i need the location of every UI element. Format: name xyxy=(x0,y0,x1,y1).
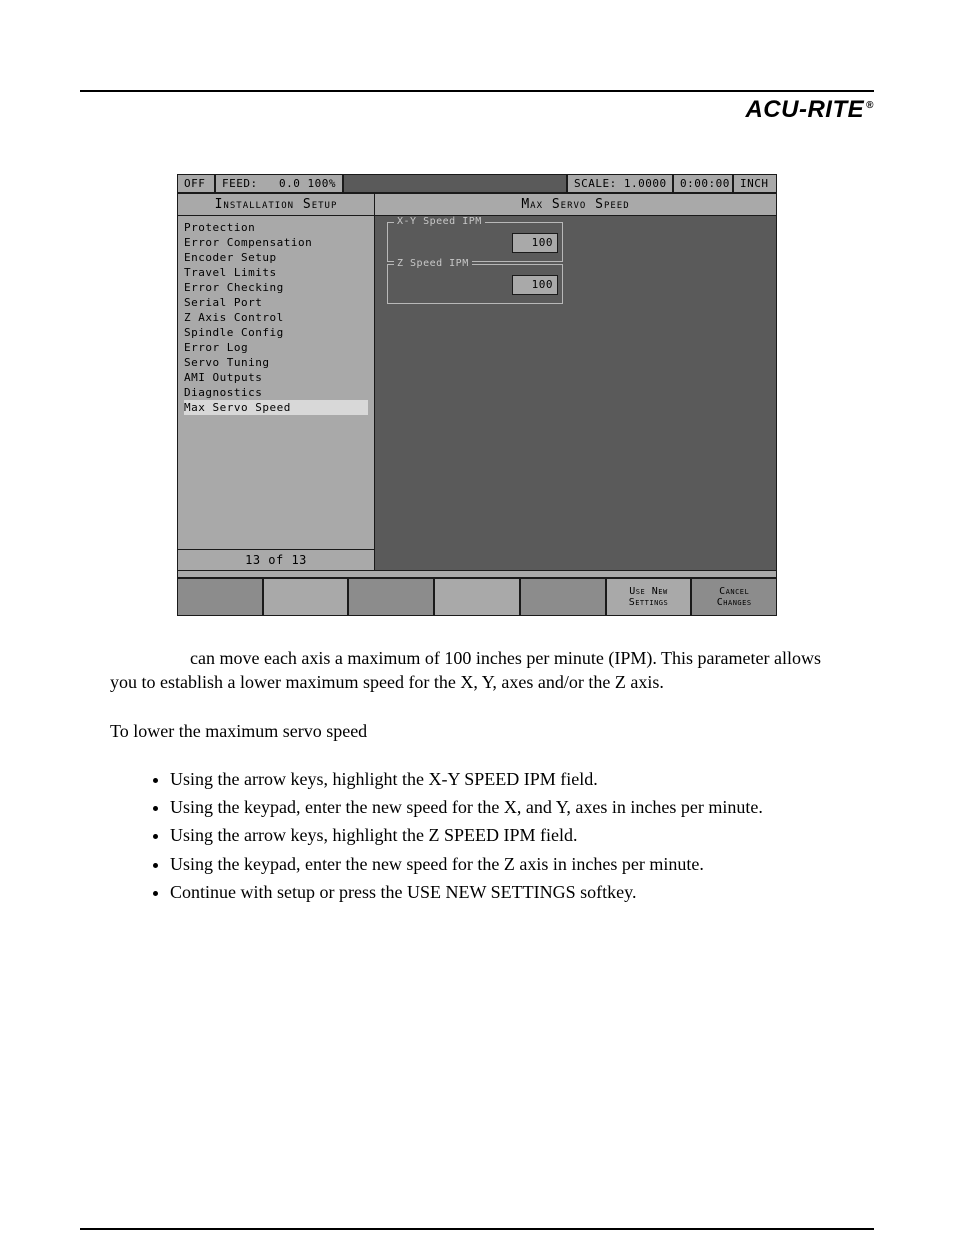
softkey-use-new-settings[interactable]: Use New Settings xyxy=(606,578,692,616)
instruction-item: Using the arrow keys, highlight the X-Y … xyxy=(170,767,844,791)
menu-list-title: Installation Setup xyxy=(178,194,374,216)
softkey-bar: Use New Settings Cancel Changes xyxy=(177,578,777,616)
menu-item[interactable]: Z Axis Control xyxy=(184,310,368,325)
instruction-item: Continue with setup or press the USE NEW… xyxy=(170,880,844,904)
status-feed: FEED: 0.0 100% xyxy=(215,174,343,193)
status-unit: INCH xyxy=(733,174,777,193)
instruction-item: Using the keypad, enter the new speed fo… xyxy=(170,795,844,819)
feed-label: FEED: xyxy=(222,177,258,190)
menu-item[interactable]: AMI Outputs xyxy=(184,370,368,385)
field-z-speed-value[interactable]: 100 xyxy=(512,275,558,295)
menu-item[interactable]: Spindle Config xyxy=(184,325,368,340)
menu-item[interactable]: Diagnostics xyxy=(184,385,368,400)
body-text: can move each axis a maximum of 100 inch… xyxy=(110,646,844,904)
softkey-2[interactable] xyxy=(263,578,349,616)
menu-list-body: ProtectionError CompensationEncoder Setu… xyxy=(178,216,374,549)
brand-logo: ACU-RITE® xyxy=(80,96,874,124)
status-gap xyxy=(343,174,567,193)
field-z-speed[interactable]: Z Speed IPM 100 xyxy=(387,264,563,304)
form-title: Max Servo Speed xyxy=(375,194,776,216)
softkey-4[interactable] xyxy=(434,578,520,616)
status-time: 0:00:00 xyxy=(673,174,733,193)
softkey-cancel-changes[interactable]: Cancel Changes xyxy=(691,578,777,616)
field-xy-speed-label: X-Y Speed IPM xyxy=(394,216,485,227)
paragraph-1: can move each axis a maximum of 100 inch… xyxy=(110,646,844,695)
menu-item[interactable]: Error Compensation xyxy=(184,235,368,250)
menu-item[interactable]: Error Log xyxy=(184,340,368,355)
cnc-screenshot: OFF FEED: 0.0 100% SCALE: 1.0000 0:00:00… xyxy=(177,174,777,616)
instruction-item: Using the arrow keys, highlight the Z SP… xyxy=(170,823,844,847)
brand-regmark: ® xyxy=(866,100,874,111)
menu-item[interactable]: Serial Port xyxy=(184,295,368,310)
brand-text: ACU-RITE xyxy=(745,96,864,123)
menu-item[interactable]: Protection xyxy=(184,220,368,235)
field-z-speed-label: Z Speed IPM xyxy=(394,258,472,269)
form-panel: Max Servo Speed X-Y Speed IPM 100 Z Spee… xyxy=(375,193,777,571)
status-off: OFF xyxy=(177,174,215,193)
menu-item[interactable]: Encoder Setup xyxy=(184,250,368,265)
menu-item[interactable]: Error Checking xyxy=(184,280,368,295)
softkey-1[interactable] xyxy=(177,578,263,616)
menu-list-footer: 13 of 13 xyxy=(178,549,374,570)
cnc-divider-strip xyxy=(177,571,777,578)
menu-item[interactable]: Max Servo Speed xyxy=(184,400,368,415)
feed-value: 0.0 100% xyxy=(279,177,336,190)
status-scale: SCALE: 1.0000 xyxy=(567,174,673,193)
softkey-cancel-label: Cancel Changes xyxy=(717,586,752,608)
paragraph-2: To lower the maximum servo speed xyxy=(110,719,844,743)
field-xy-speed-value[interactable]: 100 xyxy=(512,233,558,253)
softkey-5[interactable] xyxy=(520,578,606,616)
top-rule xyxy=(80,90,874,92)
menu-item[interactable]: Servo Tuning xyxy=(184,355,368,370)
menu-list-panel: Installation Setup ProtectionError Compe… xyxy=(177,193,375,571)
instruction-item: Using the keypad, enter the new speed fo… xyxy=(170,852,844,876)
softkey-use-new-label: Use New Settings xyxy=(629,586,669,608)
cnc-top-status-bar: OFF FEED: 0.0 100% SCALE: 1.0000 0:00:00… xyxy=(177,174,777,193)
softkey-3[interactable] xyxy=(348,578,434,616)
bottom-rule xyxy=(80,1228,874,1230)
menu-item[interactable]: Travel Limits xyxy=(184,265,368,280)
field-xy-speed[interactable]: X-Y Speed IPM 100 xyxy=(387,222,563,262)
instruction-list: Using the arrow keys, highlight the X-Y … xyxy=(170,767,844,904)
